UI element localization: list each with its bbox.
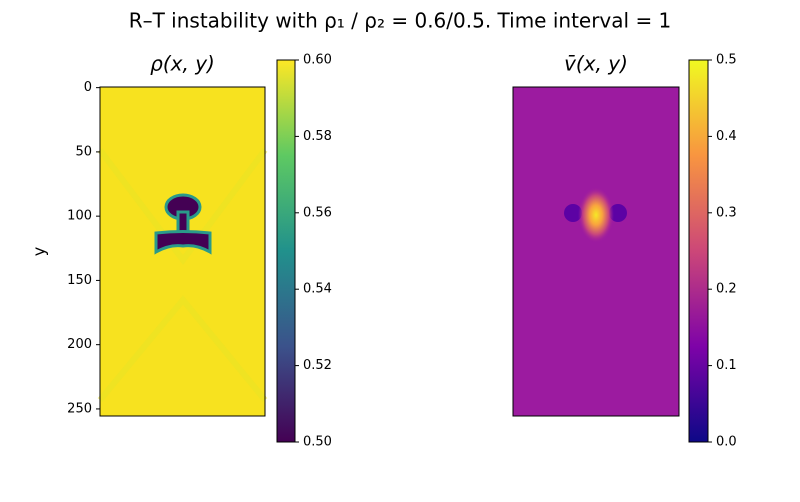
y-axis-label: y (30, 247, 49, 256)
y-tick-label: 100 (67, 209, 92, 224)
colorbar (688, 59, 709, 443)
y-tick-label: 250 (67, 401, 92, 416)
colorbar-tick-label: 0.4 (716, 129, 737, 144)
y-tick-label: 50 (75, 144, 92, 159)
plot-frame (99, 86, 266, 417)
y-tick-label: 0 (84, 80, 92, 95)
colorbar (276, 59, 296, 443)
panel-title: v̄(x, y) (564, 52, 628, 76)
colorbar-tick-label: 0.0 (716, 435, 737, 450)
colorbar-tick-label: 0.56 (303, 205, 332, 220)
colorbar-tick-label: 0.1 (716, 358, 737, 373)
colorbar-tick-label: 0.5 (716, 53, 737, 68)
colorbar-tick-label: 0.52 (303, 358, 332, 373)
colorbar-tick-label: 0.58 (303, 129, 332, 144)
panel-title: ρ(x, y) (150, 52, 215, 76)
figure-title: R–T instability with ρ₁ / ρ₂ = 0.6/0.5. … (129, 9, 672, 33)
colorbar-tick-label: 0.3 (716, 205, 737, 220)
colorbar-tick-label: 0.2 (716, 282, 737, 297)
y-tick-label: 200 (67, 337, 92, 352)
velocity-image (513, 87, 679, 416)
colorbar-tick-label: 0.60 (303, 53, 332, 68)
colorbar-tick-label: 0.54 (303, 282, 332, 297)
plot-frame (512, 86, 680, 417)
colorbar-tick-label: 0.50 (303, 435, 332, 450)
y-tick-label: 150 (67, 273, 92, 288)
density-image (97, 87, 268, 416)
